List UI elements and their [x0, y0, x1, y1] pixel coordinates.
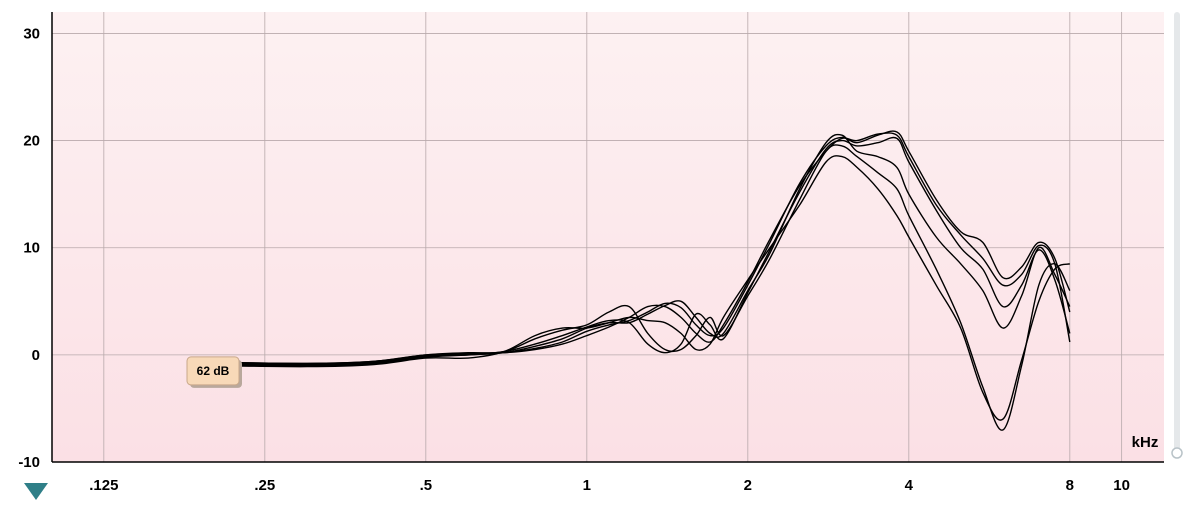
vertical-scrollbar[interactable] — [1171, 12, 1183, 459]
y-tick-label: -10 — [18, 454, 40, 471]
y-tick-label: 20 — [23, 133, 40, 150]
x-unit-label: kHz — [1132, 434, 1159, 451]
scrollbar-handle[interactable] — [1171, 447, 1183, 459]
series-line-5 — [212, 136, 1071, 366]
level-tag-box — [186, 356, 240, 386]
plot-area — [52, 12, 1164, 462]
scrollbar-track[interactable] — [1174, 12, 1180, 452]
x-tick-label: 4 — [905, 477, 914, 494]
level-tag-text: 62 dB — [197, 364, 230, 378]
x-tick-label: .25 — [254, 477, 275, 494]
x-tick-label: .125 — [89, 477, 118, 494]
series-line-6 — [212, 132, 1071, 365]
x-tick-label: .5 — [420, 477, 433, 494]
axes — [51, 12, 1164, 463]
x-tick-label: 1 — [583, 477, 591, 494]
y-tick-label: 10 — [23, 240, 40, 257]
level-marker-triangle-icon[interactable] — [24, 483, 48, 500]
y-tick-label: 30 — [23, 25, 40, 42]
y-tick-label: 0 — [32, 347, 40, 364]
x-tick-label: 8 — [1066, 477, 1074, 494]
x-tick-label: 2 — [744, 477, 752, 494]
x-tick-label: 10 — [1113, 477, 1130, 494]
series-lines — [212, 130, 1071, 431]
series-line-4 — [212, 155, 1071, 421]
level-tag[interactable]: 62 dB — [186, 356, 242, 388]
tick-labels: .125 .25 .5 1 2 4 8 10 -10 0 10 20 30 — [18, 25, 1130, 494]
